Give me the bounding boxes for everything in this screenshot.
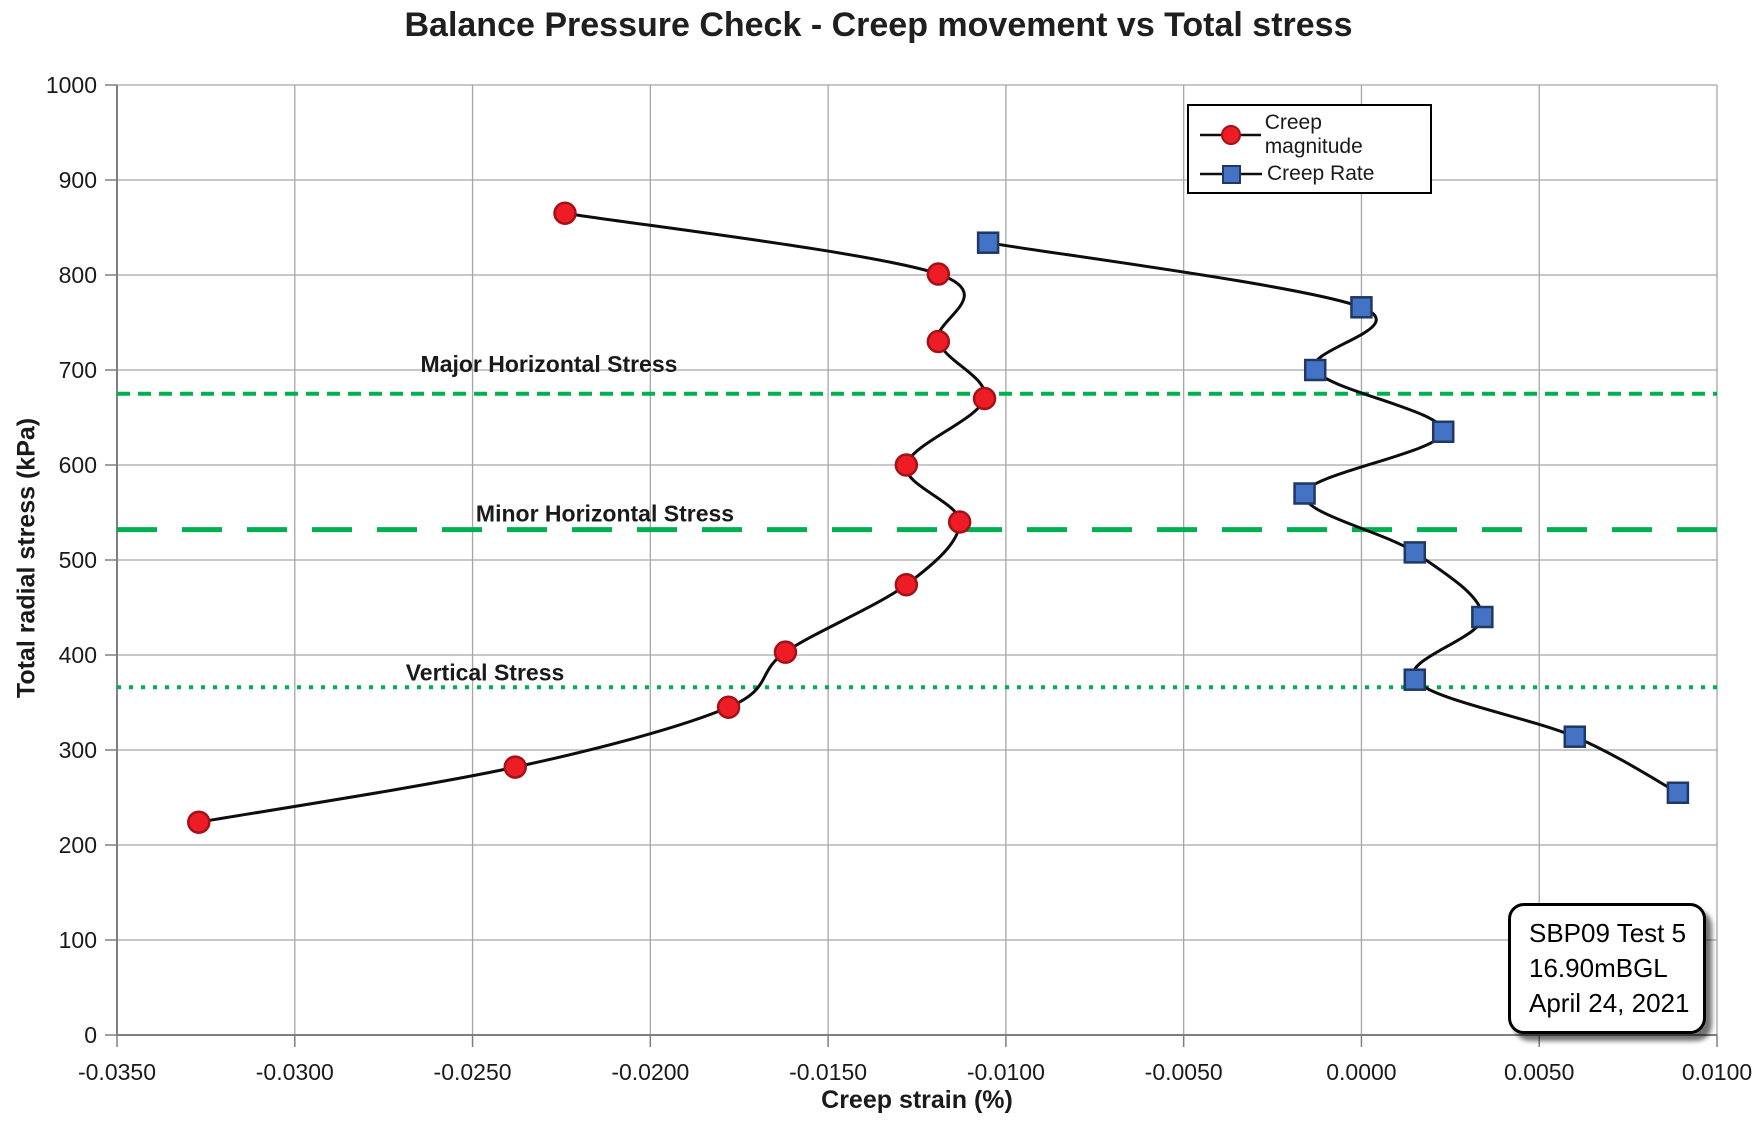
y-tick-label: 400 [59,642,97,668]
x-tick-label: -0.0200 [611,1059,689,1085]
y-tick-label: 800 [59,262,97,288]
y-tick-label: 0 [84,1022,97,1048]
data-point-circle [894,572,919,597]
y-tick-label: 900 [59,167,97,193]
y-tick-label: 300 [59,737,97,763]
x-axis-title: Creep strain (%) [821,1086,1013,1114]
data-point-circle [972,386,997,411]
legend-item-square: Creep Rate [1199,161,1420,187]
x-tick-label: -0.0050 [1145,1059,1223,1085]
data-point-circle [773,640,798,664]
data-point-square [1403,541,1427,564]
data-point-square [1350,296,1373,319]
annotation-depth: 16.90mBGL [1529,953,1668,983]
annotation-date: April 24, 2021 [1529,988,1690,1018]
x-tick-label: -0.0250 [434,1059,512,1085]
data-point-square [1471,605,1494,629]
y-tick-label: 100 [59,927,97,953]
data-point-square [1303,358,1327,382]
reference-line-label: Major Horizontal Stress [421,351,678,377]
data-point-square [1666,781,1690,804]
data-point-circle [716,695,741,719]
series-line-square [987,241,1679,795]
data-point-circle [503,755,527,779]
y-tick-label: 700 [59,357,97,383]
y-tick-label: 1000 [46,72,97,98]
x-tick-label: 0.0000 [1326,1059,1396,1085]
annotation-box: SBP09 Test 5 16.90mBGL April 24, 2021 [1508,903,1706,1034]
data-point-circle [947,510,972,534]
x-tick-label: 0.0100 [1682,1059,1752,1085]
x-tick-label: -0.0300 [256,1059,334,1085]
legend-square-marker-icon [1200,165,1262,184]
data-point-square [976,231,1000,254]
y-tick-label: 200 [59,832,97,858]
legend-label: Creep magnitude [1264,111,1363,158]
y-tick-label: 500 [59,547,97,573]
legend: Creep magnitude Creep Rate [1187,104,1432,194]
y-tick-label: 600 [59,452,97,478]
legend-circle-marker-icon [1200,125,1261,145]
data-point-square [1403,668,1427,691]
data-point-square [1293,482,1316,505]
data-point-square [1563,725,1587,748]
data-point-square [1431,420,1455,443]
annotation-test-id: SBP09 Test 5 [1529,918,1687,948]
legend-item-circle: Creep magnitude [1199,111,1420,159]
x-tick-label: 0.0050 [1504,1059,1574,1085]
x-tick-label: -0.0350 [78,1059,156,1085]
x-tick-label: -0.0100 [967,1059,1045,1085]
data-point-circle [553,201,577,225]
x-tick-label: -0.0150 [789,1059,867,1085]
y-axis-title: Total radial stress (kPa) [12,417,41,699]
data-point-circle [926,329,951,354]
reference-line-label: Minor Horizontal Stress [476,501,734,527]
legend-label: Creep Rate [1267,162,1375,185]
reference-line-label: Vertical Stress [406,659,565,685]
data-point-circle [187,810,211,834]
data-point-circle [926,262,951,286]
data-point-circle [894,453,919,477]
chart-title: Balance Pressure Check - Creep movement … [404,6,1353,44]
